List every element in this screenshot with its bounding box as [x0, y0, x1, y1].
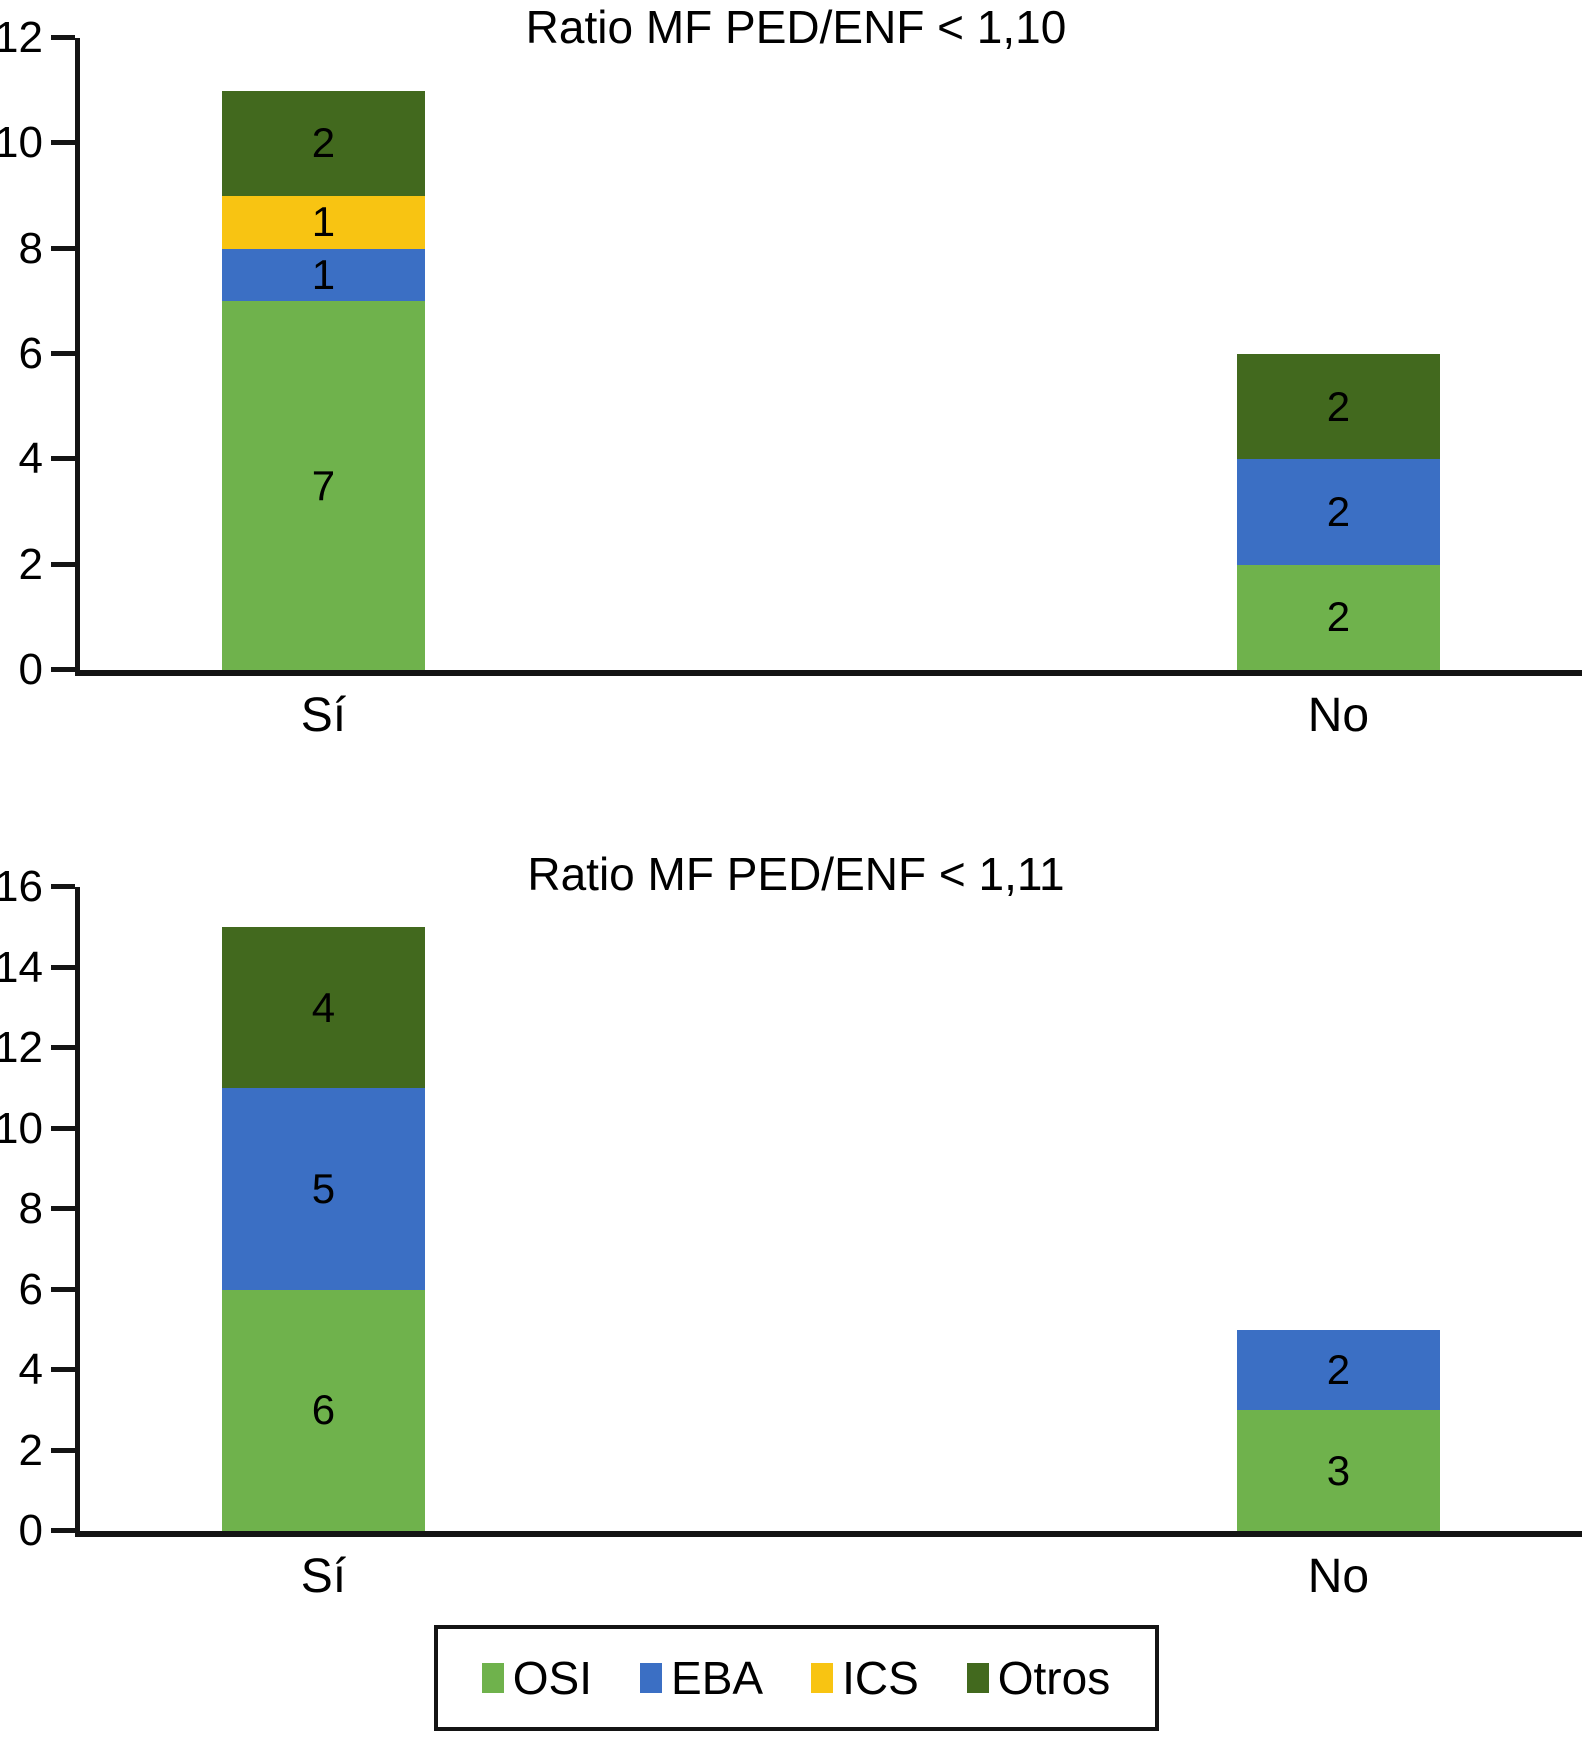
y-tick-mark: [51, 1367, 75, 1372]
y-tick-mark: [51, 456, 75, 462]
y-axis-line: [75, 887, 80, 1531]
legend-item-otros: Otros: [966, 1652, 1111, 1704]
segment-value-label: 6: [311, 1386, 336, 1434]
segment-value-label: 2: [1326, 488, 1351, 535]
x-axis-labels: Sí No: [75, 1550, 1582, 1615]
y-tick-mark: [51, 1125, 75, 1131]
chart-ratio-lt-1-11: Ratio MF PED/ENF < 1,11 0 2 4 6 8 10 12 14 16 4 5 6…: [0, 844, 1592, 1615]
segment-value-label: 2: [311, 119, 336, 167]
x-category-label: No: [1307, 1550, 1370, 1603]
x-category-label: Sí: [300, 1550, 347, 1603]
y-tick-label: 8: [18, 223, 43, 273]
y-tick-label: 6: [18, 1264, 43, 1314]
y-tick-label: 0: [18, 645, 43, 694]
bar-segment-eba: 5: [221, 1088, 425, 1290]
y-tick-label: 12: [0, 1023, 43, 1072]
y-tick-label: 10: [0, 1103, 43, 1153]
y-tick-label: 12: [0, 13, 43, 62]
bar-segment-otros: 2: [1236, 354, 1440, 460]
segment-value-label: 2: [1326, 593, 1351, 641]
legend-label: ICS: [842, 1652, 919, 1704]
y-tick-mark: [51, 35, 75, 40]
bar-segment-osi: 3: [1236, 1410, 1440, 1531]
y-axis-line: [75, 38, 80, 670]
segment-value-label: 2: [1326, 1346, 1351, 1393]
x-category-label: Sí: [300, 689, 347, 742]
y-tick-mark: [51, 964, 75, 970]
y-tick-label: 8: [18, 1184, 43, 1233]
segment-value-label: 3: [1326, 1446, 1351, 1494]
y-tick-mark: [51, 1447, 75, 1453]
plot-area: 0 2 4 6 8 10 12 2 1 1 7 2 2 2: [0, 16, 1582, 692]
y-tick-label: 16: [0, 862, 43, 911]
y-tick-label: 14: [0, 942, 43, 992]
bar-segment-ics: 1: [221, 196, 425, 249]
legend-swatch-icon: [640, 1663, 663, 1693]
bar-si: 2 1 1 7: [221, 38, 425, 670]
legend-item-osi: OSI: [481, 1652, 593, 1704]
legend-label: OSI: [512, 1652, 593, 1704]
bar-segment-osi: 6: [221, 1289, 425, 1531]
segment-value-label: 1: [311, 251, 336, 299]
y-tick-mark: [51, 884, 75, 889]
x-axis-labels: Sí No: [75, 689, 1582, 754]
legend-label: Otros: [997, 1652, 1111, 1704]
chart-ratio-lt-1-10: Ratio MF PED/ENF < 1,10 0 2 4 6 8 10 12 2 1 1 7 2 2 2…: [0, 0, 1592, 754]
legend-swatch-icon: [481, 1663, 504, 1693]
plot-area: 0 2 4 6 8 10 12 14 16 4 5 6 2 3: [0, 865, 1582, 1553]
y-tick-mark: [51, 561, 75, 567]
y-tick-label: 4: [18, 434, 43, 484]
legend-swatch-icon: [811, 1663, 834, 1693]
y-tick-mark: [51, 1206, 75, 1211]
bar-segment-osi: 2: [1236, 564, 1440, 670]
segment-value-label: 1: [311, 198, 336, 246]
y-tick-mark: [51, 351, 75, 356]
y-tick-label: 6: [18, 329, 43, 378]
segment-value-label: 5: [311, 1164, 336, 1212]
legend-item-eba: EBA: [640, 1655, 763, 1701]
y-tick-label: 2: [18, 539, 43, 589]
legend-label: EBA: [671, 1652, 764, 1704]
y-tick-label: 2: [18, 1425, 43, 1475]
y-tick-mark: [51, 1045, 75, 1050]
y-tick-mark: [51, 1528, 75, 1533]
segment-value-label: 4: [311, 983, 336, 1031]
legend-item-ics: ICS: [811, 1655, 919, 1701]
chart-title: Ratio MF PED/ENF < 1,11: [527, 848, 1065, 900]
y-tick-mark: [51, 245, 75, 251]
bar-no: 2 2 2: [1236, 38, 1440, 670]
bar-segment-eba: 1: [221, 248, 425, 302]
segment-value-label: 2: [1326, 382, 1351, 430]
bar-si: 4 5 6: [221, 887, 425, 1531]
segment-value-label: 7: [311, 461, 336, 509]
bar-segment-osi: 7: [221, 301, 425, 670]
bar-segment-eba: 2: [1236, 459, 1440, 565]
y-tick-label: 0: [18, 1506, 43, 1555]
y-tick-mark: [51, 667, 75, 672]
y-tick-mark: [51, 1286, 75, 1292]
y-tick-label: 10: [0, 118, 43, 168]
y-tick-label: 4: [18, 1345, 43, 1394]
x-category-label: No: [1307, 689, 1370, 742]
y-tick-mark: [51, 140, 75, 146]
bar-segment-eba: 2: [1236, 1329, 1440, 1411]
bar-segment-otros: 2: [221, 90, 425, 197]
chart-title: Ratio MF PED/ENF < 1,10: [525, 1, 1067, 53]
bar-segment-otros: 4: [221, 927, 425, 1089]
legend-swatch-icon: [966, 1663, 989, 1693]
legend: OSI EBA ICS Otros: [433, 1625, 1159, 1731]
